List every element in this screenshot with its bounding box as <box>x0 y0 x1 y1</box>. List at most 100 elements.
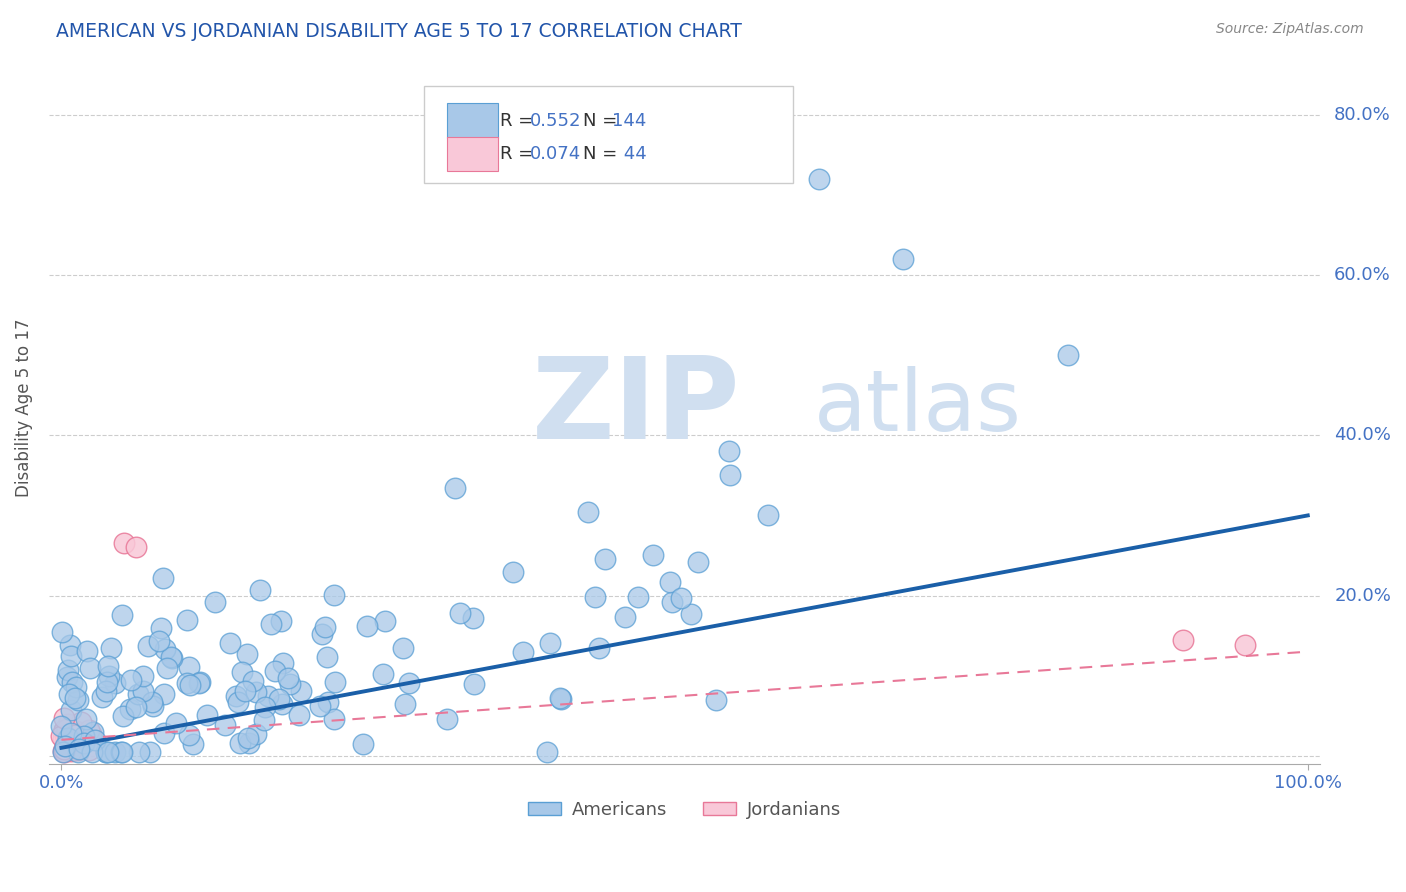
Point <box>659 574 682 589</box>
Point <box>627 590 650 604</box>
Point <box>323 674 346 689</box>
Point <box>1234 638 1257 652</box>
Point <box>188 674 211 689</box>
Point <box>353 738 375 752</box>
Point <box>245 727 267 741</box>
Point <box>66 745 89 759</box>
Point <box>392 641 415 656</box>
Point <box>260 617 283 632</box>
Point <box>53 729 76 743</box>
Point <box>461 611 484 625</box>
Point <box>273 656 295 670</box>
Point <box>148 633 170 648</box>
Point <box>65 739 87 753</box>
Text: 0.074: 0.074 <box>530 145 581 163</box>
Point <box>52 744 75 758</box>
Point <box>322 713 344 727</box>
Text: AMERICAN VS JORDANIAN DISABILITY AGE 5 TO 17 CORRELATION CHART: AMERICAN VS JORDANIAN DISABILITY AGE 5 T… <box>56 22 742 41</box>
Text: R =: R = <box>501 145 540 163</box>
Point <box>149 621 172 635</box>
Point <box>52 723 75 737</box>
Text: Source: ZipAtlas.com: Source: ZipAtlas.com <box>1216 22 1364 37</box>
Point <box>160 650 183 665</box>
Point <box>111 745 134 759</box>
Point <box>59 744 82 758</box>
Point <box>52 742 75 756</box>
Text: 44: 44 <box>619 145 647 163</box>
Point <box>165 716 187 731</box>
Point <box>394 697 416 711</box>
Point <box>681 607 703 621</box>
Point <box>309 698 332 713</box>
Point <box>287 708 309 723</box>
Point <box>55 724 77 739</box>
Point <box>311 627 333 641</box>
Point <box>53 733 76 747</box>
Point <box>576 505 599 519</box>
Point <box>53 739 76 753</box>
Point <box>125 541 148 555</box>
Point <box>67 692 90 706</box>
Point <box>60 731 83 746</box>
Point <box>58 727 80 741</box>
Text: 20.0%: 20.0% <box>1334 587 1391 605</box>
Point <box>52 745 75 759</box>
Point <box>91 690 114 704</box>
Point <box>398 675 420 690</box>
Point <box>138 640 160 654</box>
Point <box>56 664 79 678</box>
Point <box>142 699 165 714</box>
Point <box>538 636 561 650</box>
FancyBboxPatch shape <box>447 103 498 137</box>
Point <box>111 608 134 623</box>
Point <box>65 727 87 741</box>
Point <box>195 708 218 723</box>
Text: ZIP: ZIP <box>531 351 741 463</box>
Point <box>94 745 117 759</box>
Point <box>231 665 253 680</box>
Point <box>60 674 83 689</box>
Legend: Americans, Jordanians: Americans, Jordanians <box>522 794 848 826</box>
Point <box>257 689 280 703</box>
Point <box>374 614 396 628</box>
Point <box>103 676 125 690</box>
Point <box>96 675 118 690</box>
Point <box>245 685 267 699</box>
Point <box>58 738 80 752</box>
Point <box>79 660 101 674</box>
Point <box>718 468 741 483</box>
Point <box>52 731 75 746</box>
Point <box>183 738 205 752</box>
Point <box>94 683 117 698</box>
Point <box>316 695 339 709</box>
Point <box>51 624 73 639</box>
Point <box>548 691 571 706</box>
Text: N =: N = <box>583 145 623 163</box>
Point <box>661 595 683 609</box>
Point <box>176 613 198 627</box>
Point <box>56 733 79 747</box>
Point <box>236 731 259 745</box>
Point <box>808 172 831 186</box>
Point <box>233 684 256 698</box>
Text: 60.0%: 60.0% <box>1334 266 1391 284</box>
Point <box>56 733 79 747</box>
Point <box>583 591 606 605</box>
Point <box>226 695 249 709</box>
Point <box>66 743 89 757</box>
Point <box>270 614 292 628</box>
Point <box>82 725 104 739</box>
Point <box>271 697 294 711</box>
Point <box>219 636 242 650</box>
Point <box>641 548 664 562</box>
Point <box>65 681 87 695</box>
Point <box>238 735 260 749</box>
Point <box>56 717 79 731</box>
Point <box>269 691 291 706</box>
Point <box>758 508 780 523</box>
Point <box>160 649 183 664</box>
Point <box>52 723 75 737</box>
FancyBboxPatch shape <box>425 87 793 183</box>
Point <box>76 644 98 658</box>
Point <box>242 674 264 689</box>
